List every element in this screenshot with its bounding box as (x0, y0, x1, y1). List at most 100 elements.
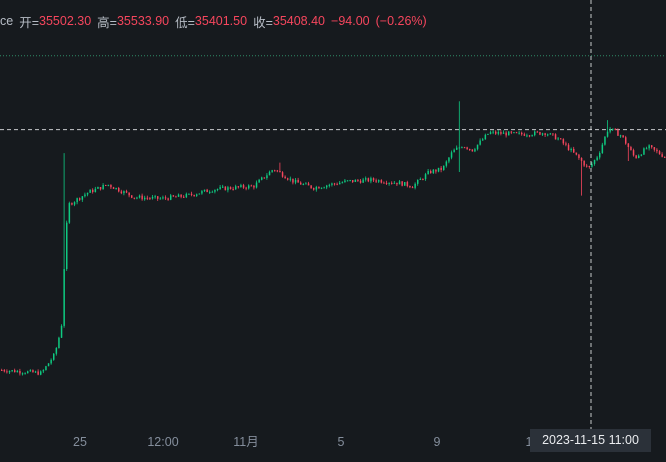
candle-body (331, 183, 333, 185)
candle-body (125, 191, 128, 193)
candle-body (378, 180, 380, 182)
candle-body (144, 197, 146, 200)
candle-body (341, 182, 344, 184)
candle-body (118, 187, 120, 192)
candle-body (497, 132, 500, 134)
candle-body (638, 155, 640, 159)
candle-body (224, 186, 227, 191)
candle-body (34, 371, 37, 373)
candle-body (164, 197, 167, 199)
candle-body (159, 198, 162, 200)
candle-body (107, 184, 110, 186)
x-tick-label: 5 (338, 435, 345, 449)
low-value: 35401.50 (194, 14, 248, 28)
candle-body (45, 366, 47, 371)
candle-body (180, 194, 182, 197)
candle-body (320, 187, 323, 189)
candle-body (604, 136, 606, 145)
candle-body (60, 325, 63, 338)
candle-body (14, 370, 16, 373)
candle-body (531, 135, 533, 137)
candle-body (523, 134, 526, 136)
candle-body (484, 134, 487, 140)
candle-body (203, 189, 206, 192)
candle-body (149, 198, 151, 200)
candle-body (154, 196, 156, 198)
candle-body (510, 131, 513, 133)
candle-body (318, 187, 320, 189)
candle-body (619, 135, 622, 137)
candle-body (539, 132, 541, 135)
candle-body (138, 195, 141, 198)
candle-body (385, 182, 388, 184)
candle-body (79, 198, 81, 200)
x-tick-label: 11月 (233, 435, 258, 449)
candle-body (534, 131, 536, 136)
candle-body (315, 187, 318, 190)
candle-body (409, 186, 411, 188)
candle-body (250, 185, 253, 187)
candle-body (287, 178, 289, 180)
candle-body (323, 187, 325, 189)
candle-body (547, 134, 549, 136)
candle-body (274, 170, 276, 172)
candle-body (201, 191, 203, 194)
candle-body (359, 180, 362, 183)
candle-body (29, 370, 32, 372)
candle-body (479, 140, 481, 145)
candle-body (575, 152, 578, 155)
candle-body (406, 182, 409, 187)
candle-body (294, 179, 297, 183)
candle-body (354, 179, 357, 183)
high-label: 高= (97, 15, 117, 30)
candle-body (227, 187, 229, 191)
candle-body (583, 160, 585, 166)
candle-body (263, 177, 266, 179)
candle-body (245, 187, 247, 189)
candle-body (617, 130, 619, 136)
candle-body (222, 186, 224, 188)
candle-body (50, 359, 52, 364)
candle-body (105, 184, 107, 186)
candle-body (372, 178, 375, 181)
candle-body (170, 195, 172, 200)
candle-body (177, 194, 180, 197)
candle-body (232, 188, 234, 190)
candle-body (487, 133, 489, 135)
candle-body (305, 183, 307, 185)
candle-body (37, 371, 39, 375)
candle-body (419, 178, 422, 180)
candle-body (16, 370, 19, 373)
candle-body (175, 196, 177, 198)
candle-body (310, 185, 312, 189)
candle-body (32, 370, 34, 373)
candle-body (123, 191, 125, 194)
candle-body (42, 370, 45, 372)
candle-body (94, 188, 97, 193)
candle-body (609, 129, 611, 132)
candle-body (19, 370, 21, 374)
candle-body (398, 181, 401, 185)
candle-body (281, 172, 284, 177)
candle-body (466, 147, 468, 149)
candle-body (258, 179, 260, 183)
candle-body (635, 155, 637, 159)
x-tick-label: 9 (434, 435, 441, 449)
candle-body (411, 187, 414, 189)
candle-body (162, 197, 164, 199)
candle-body (196, 194, 198, 196)
change-value: −94.00 (331, 14, 370, 28)
candle-body (307, 183, 310, 186)
candle-body (567, 144, 570, 151)
candle-body (141, 195, 143, 200)
candle-body (482, 139, 484, 141)
candle-body (536, 131, 539, 133)
candle-body (393, 182, 396, 184)
candle-body (313, 188, 315, 190)
candle-body (445, 161, 448, 166)
candle-body (352, 180, 354, 183)
candle-body (404, 182, 406, 186)
candle-body (1, 370, 3, 371)
